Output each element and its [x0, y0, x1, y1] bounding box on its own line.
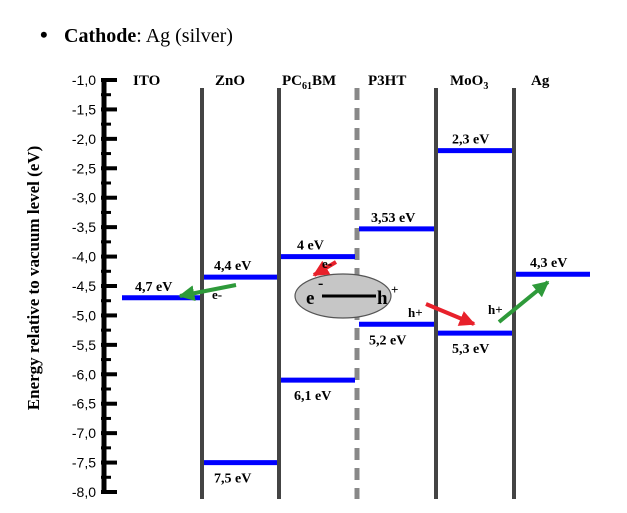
- layer-names: ITO ZnO PC61BM P3HT MoO3 Ag: [133, 73, 550, 92]
- y-axis: -1,0 -1,5 -2,0 -2,5 -3,0 -3,5 -4,0 -4,5 -5,0 -5,5…: [72, 72, 117, 500]
- electron-arrow-pcbm: [312, 260, 338, 277]
- y-tick-label: -6,0: [72, 366, 96, 382]
- y-tick-label: -4,5: [72, 278, 96, 294]
- hole-arrow-p3ht: [425, 302, 476, 326]
- y-tick-label: -3,0: [72, 190, 96, 206]
- header-bullet: •: [40, 22, 48, 47]
- header-term: Cathode: [64, 25, 136, 47]
- y-tick-label: -6,5: [72, 396, 96, 412]
- electron-arrow-zno: [178, 283, 237, 302]
- layer-name-p3ht: P3HT: [368, 73, 406, 89]
- y-tick-label: -7,5: [72, 455, 96, 471]
- exciton-hole-sign: +: [391, 282, 398, 297]
- layer-name-ito: ITO: [133, 73, 160, 89]
- y-axis-label: Energy relative to vacuum level (eV): [24, 146, 43, 411]
- y-tick-label: -2,5: [72, 160, 96, 176]
- level-label-zno-cb: 4,4 eV: [214, 259, 251, 274]
- carrier-transport: e- e- h+ h+: [178, 256, 550, 326]
- level-label-ito: 4,7 eV: [135, 280, 172, 295]
- hole-label-p3ht: h+: [408, 305, 423, 320]
- layer-name-ag: Ag: [531, 73, 550, 89]
- y-tick-label: -3,5: [72, 219, 96, 235]
- y-tick-label: -2,0: [72, 131, 96, 147]
- layer-name-moo3-base: MoO: [450, 73, 483, 89]
- exciton-electron: e: [306, 288, 314, 309]
- y-tick-label: -8,0: [72, 484, 96, 500]
- y-tick-label: -7,0: [72, 425, 96, 441]
- electron-label-pcbm: e-: [322, 256, 332, 271]
- y-tick-label: -5,5: [72, 337, 96, 353]
- level-label-pcbm-homo: 6,1 eV: [294, 389, 331, 404]
- electron-label-zno: e-: [212, 287, 222, 302]
- layer-name-zno: ZnO: [215, 73, 245, 89]
- level-label-moo3-vb: 5,3 eV: [452, 342, 489, 357]
- level-label-pcbm-lumo: 4 eV: [297, 239, 324, 254]
- layer-name-moo3: MoO3: [450, 73, 488, 92]
- y-tick-label: -4,0: [72, 249, 96, 265]
- level-label-moo3-cb: 2,3 eV: [452, 133, 489, 148]
- layer-name-pcbm-base: PC: [282, 73, 302, 89]
- level-label-ag: 4,3 eV: [530, 256, 567, 271]
- header-text: : Ag (silver): [136, 25, 233, 47]
- layer-name-pcbm: PC61BM: [282, 73, 336, 92]
- hole-arrow-moo3: [497, 280, 550, 324]
- exciton: e - h +: [294, 273, 398, 319]
- hole-label-moo3: h+: [488, 302, 503, 317]
- energy-levels: 4,7 eV 4,4 eV 7,5 eV 4 eV 6,1 eV 3,53 eV…: [122, 133, 590, 487]
- y-tick-label: -1,5: [72, 101, 96, 117]
- header-line: Cathode: Ag (silver): [64, 25, 233, 47]
- layer-name-pcbm-sub: 61: [302, 81, 312, 92]
- level-label-p3ht-lumo: 3,53 eV: [371, 211, 415, 226]
- y-tick-label: -5,0: [72, 307, 96, 323]
- level-label-zno-vb: 7,5 eV: [214, 472, 251, 487]
- layer-name-moo3-sub: 3: [483, 81, 488, 92]
- exciton-hole: h: [377, 288, 388, 309]
- exciton-electron-sign: -: [318, 275, 323, 292]
- y-tick-label: -1,0: [72, 72, 96, 88]
- level-label-p3ht-homo: 5,2 eV: [369, 333, 406, 348]
- layer-name-pcbm-suffix: BM: [312, 73, 336, 89]
